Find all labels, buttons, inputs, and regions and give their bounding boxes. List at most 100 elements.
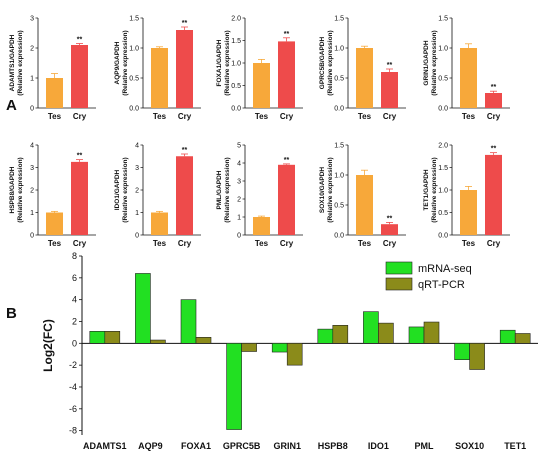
x-tick-label: Cry <box>383 112 397 121</box>
y-axis-label-unit: (Relative expression) <box>431 157 438 222</box>
y-tick-label: 0.5 <box>438 75 448 82</box>
bar-tes <box>46 78 63 108</box>
y-axis-label: HSPB8/GAPDH <box>9 166 16 213</box>
y-tick-label: 0 <box>237 232 241 239</box>
x-tick-label: Tes <box>48 239 62 248</box>
panel-label-b: B <box>6 305 17 322</box>
y-axis-label-unit: (Relative expression) <box>17 157 24 222</box>
y-tick-label: 0.5 <box>129 75 139 82</box>
y-tick-label: 0 <box>72 338 77 348</box>
bar-tet1-mrna-seq <box>499 329 516 344</box>
legend-label: qRT-PCR <box>418 279 465 291</box>
bar-tes <box>151 212 168 235</box>
subchart-grin1: 0.0 0.5 1.0 1.5 GRIN1/GAPDH (Relative express… <box>423 15 510 121</box>
y-axis-label: AQP9/GAPDH <box>114 41 121 84</box>
y-tick-label: 0.5 <box>334 75 344 82</box>
bar-adamts1-qrt-pcr <box>104 331 121 344</box>
y-tick-label: 3 <box>30 165 34 172</box>
y-tick-label: 2 <box>135 187 139 194</box>
bar-gprc5b-qrt-pcr <box>241 343 257 352</box>
y-tick-label: 0.0 <box>334 105 344 112</box>
significance-marker: ** <box>77 37 83 44</box>
subchart-hspb8: 0 1 2 3 4 HSPB8/GAPDH (Relative expression) Tes… <box>9 142 96 248</box>
y-tick-label: 0 <box>30 105 34 112</box>
y-tick-label: 1.0 <box>231 60 241 67</box>
subchart-gprc5b: 0.0 0.5 1.0 1.5 GPRC5B/GAPDH (Relative expres… <box>319 15 406 121</box>
bar-cry <box>485 93 502 108</box>
y-tick-label: 1.0 <box>438 45 448 52</box>
y-tick-label: 0.0 <box>129 105 139 112</box>
bar-hspb8-qrt-pcr <box>332 325 349 344</box>
y-tick-label: 4 <box>72 295 77 305</box>
bar-adamts1-mrna-seq <box>89 331 106 344</box>
bar-cry <box>278 164 295 235</box>
bar-gprc5b-mrna-seq <box>226 343 242 430</box>
subchart-tet1: 0.0 0.5 1.0 1.5 2.0 TET1/GAPDH (Relative expre… <box>423 142 510 248</box>
y-axis-label-unit: (Relative expression) <box>122 157 129 222</box>
y-tick-label: 3 <box>135 165 139 172</box>
y-axis-label: TET1/GAPDH <box>423 169 430 210</box>
bar-pml-mrna-seq <box>408 326 425 344</box>
y-tick-label: 0 <box>135 232 139 239</box>
bar-grin1-qrt-pcr <box>286 343 303 366</box>
bar-tes <box>151 48 168 108</box>
bar-hspb8-mrna-seq <box>317 328 334 344</box>
y-tick-label: -8 <box>69 426 77 436</box>
subchart-foxa1: 0.0 0.5 1.0 1.5 2.0 FOXA1/GAPDH (Relative expr… <box>216 15 303 121</box>
bar-cry <box>176 30 193 108</box>
bar-tes <box>253 217 270 235</box>
x-tick-label: HSPB8 <box>318 441 348 451</box>
y-axis-label-unit: (Relative expression) <box>327 30 334 95</box>
x-tick-label: FOXA1 <box>181 441 211 451</box>
x-tick-label: Tes <box>153 239 167 248</box>
y-axis-label: IDO1/GAPDH <box>114 169 121 210</box>
y-tick-label: 3 <box>237 178 241 185</box>
y-axis-label: FOXA1/GAPDH <box>216 39 223 86</box>
bar-tet1-qrt-pcr <box>514 333 531 344</box>
y-tick-label: 1 <box>237 214 241 221</box>
subchart-pml: 0 1 2 3 4 5 PML/GAPDH (Relative expression) Tes C… <box>216 142 303 248</box>
y-tick-label: 1 <box>135 210 139 217</box>
x-tick-label: IDO1 <box>368 441 389 451</box>
significance-marker: ** <box>387 215 393 222</box>
y-tick-label: 0.5 <box>231 83 241 90</box>
y-tick-label: 0.5 <box>438 210 448 217</box>
y-tick-label: 3 <box>30 15 34 22</box>
y-tick-label: 8 <box>72 251 77 261</box>
y-tick-label: -4 <box>69 382 77 392</box>
significance-marker: ** <box>182 20 188 27</box>
y-axis-label-unit: (Relative expression) <box>327 157 334 222</box>
bar-aqp9-mrna-seq <box>135 273 151 344</box>
x-tick-label: Tes <box>358 112 372 121</box>
x-tick-label: Cry <box>73 239 87 248</box>
x-tick-label: Cry <box>178 112 192 121</box>
x-tick-label: ADAMTS1 <box>83 441 127 451</box>
bar-grin1-mrna-seq <box>271 343 288 353</box>
y-tick-label: 1 <box>30 210 34 217</box>
bar-pml-qrt-pcr <box>423 321 440 344</box>
y-tick-label: 1.0 <box>129 45 139 52</box>
y-tick-label: 4 <box>30 142 34 149</box>
x-tick-label: Cry <box>487 112 501 121</box>
y-tick-label: 2 <box>237 196 241 203</box>
x-tick-label: TET1 <box>504 441 526 451</box>
bar-cry <box>381 72 398 108</box>
bar-cry <box>71 45 88 108</box>
y-tick-label: 2.0 <box>231 15 241 22</box>
subchart-ido1: 0 1 2 3 4 IDO1/GAPDH (Relative expression) Tes C… <box>114 142 201 248</box>
y-tick-label: 1.0 <box>334 172 344 179</box>
bar-tes <box>356 48 373 108</box>
y-axis-label: GPRC5B/GAPDH <box>319 37 326 90</box>
y-axis-label: PML/GAPDH <box>216 170 223 209</box>
x-tick-label: Tes <box>255 112 269 121</box>
y-tick-label: 6 <box>72 273 77 283</box>
y-tick-label: 0.0 <box>438 105 448 112</box>
significance-marker: ** <box>491 84 497 91</box>
y-tick-label: 0.0 <box>334 232 344 239</box>
y-tick-label: 1.5 <box>231 38 241 45</box>
bar-ido1-qrt-pcr <box>378 322 394 344</box>
y-tick-label: 1.5 <box>129 15 139 22</box>
bar-cry <box>485 154 502 235</box>
x-tick-label: GRIN1 <box>273 441 301 451</box>
significance-marker: ** <box>182 147 188 154</box>
